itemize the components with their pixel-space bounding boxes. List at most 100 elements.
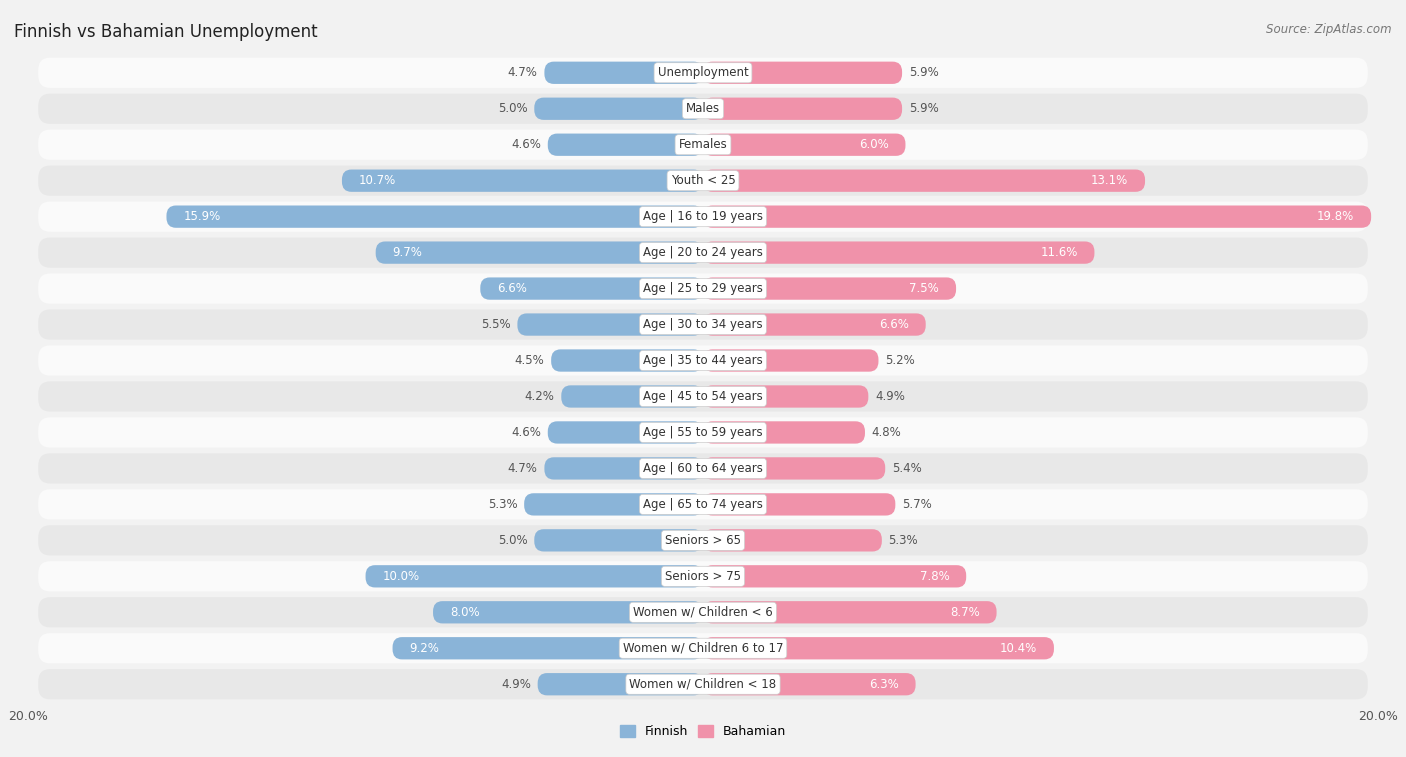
Text: 4.6%: 4.6% [512,426,541,439]
Text: 5.9%: 5.9% [908,102,939,115]
FancyBboxPatch shape [38,201,1368,232]
FancyBboxPatch shape [38,273,1368,304]
Legend: Finnish, Bahamian: Finnish, Bahamian [614,721,792,743]
FancyBboxPatch shape [703,61,903,84]
Text: Source: ZipAtlas.com: Source: ZipAtlas.com [1267,23,1392,36]
Text: 10.0%: 10.0% [382,570,419,583]
FancyBboxPatch shape [38,597,1368,628]
FancyBboxPatch shape [38,238,1368,268]
Text: 15.9%: 15.9% [183,210,221,223]
FancyBboxPatch shape [703,457,886,480]
Text: 5.0%: 5.0% [498,102,527,115]
FancyBboxPatch shape [517,313,703,335]
Text: Age | 35 to 44 years: Age | 35 to 44 years [643,354,763,367]
Text: Seniors > 75: Seniors > 75 [665,570,741,583]
Text: 5.5%: 5.5% [481,318,510,331]
FancyBboxPatch shape [703,601,997,624]
Text: 4.9%: 4.9% [875,390,905,403]
FancyBboxPatch shape [561,385,703,407]
Text: Males: Males [686,102,720,115]
FancyBboxPatch shape [38,489,1368,519]
Text: 10.7%: 10.7% [359,174,396,187]
Text: 6.6%: 6.6% [498,282,527,295]
FancyBboxPatch shape [534,529,703,552]
Text: 9.7%: 9.7% [392,246,422,259]
Text: 4.9%: 4.9% [501,678,531,690]
FancyBboxPatch shape [703,241,1094,263]
FancyBboxPatch shape [38,345,1368,375]
FancyBboxPatch shape [544,61,703,84]
FancyBboxPatch shape [38,669,1368,699]
FancyBboxPatch shape [703,133,905,156]
FancyBboxPatch shape [537,673,703,696]
Text: 19.8%: 19.8% [1317,210,1354,223]
FancyBboxPatch shape [703,565,966,587]
Text: 9.2%: 9.2% [409,642,439,655]
FancyBboxPatch shape [703,494,896,516]
FancyBboxPatch shape [38,382,1368,412]
Text: 8.0%: 8.0% [450,606,479,618]
FancyBboxPatch shape [166,205,703,228]
FancyBboxPatch shape [703,277,956,300]
FancyBboxPatch shape [703,98,903,120]
Text: 13.1%: 13.1% [1091,174,1128,187]
Text: 4.6%: 4.6% [512,139,541,151]
Text: Age | 16 to 19 years: Age | 16 to 19 years [643,210,763,223]
Text: 5.7%: 5.7% [903,498,932,511]
Text: Youth < 25: Youth < 25 [671,174,735,187]
FancyBboxPatch shape [38,310,1368,340]
FancyBboxPatch shape [703,422,865,444]
FancyBboxPatch shape [544,457,703,480]
FancyBboxPatch shape [703,170,1144,192]
Text: Seniors > 65: Seniors > 65 [665,534,741,547]
FancyBboxPatch shape [366,565,703,587]
Text: 4.5%: 4.5% [515,354,544,367]
FancyBboxPatch shape [703,205,1371,228]
FancyBboxPatch shape [703,313,925,335]
Text: 6.6%: 6.6% [879,318,908,331]
Text: Women w/ Children < 6: Women w/ Children < 6 [633,606,773,618]
Text: Age | 55 to 59 years: Age | 55 to 59 years [643,426,763,439]
Text: Age | 60 to 64 years: Age | 60 to 64 years [643,462,763,475]
FancyBboxPatch shape [342,170,703,192]
Text: Unemployment: Unemployment [658,67,748,79]
FancyBboxPatch shape [38,561,1368,591]
FancyBboxPatch shape [38,166,1368,196]
Text: Age | 65 to 74 years: Age | 65 to 74 years [643,498,763,511]
Text: 7.5%: 7.5% [910,282,939,295]
Text: Age | 20 to 24 years: Age | 20 to 24 years [643,246,763,259]
Text: 5.0%: 5.0% [498,534,527,547]
FancyBboxPatch shape [375,241,703,263]
FancyBboxPatch shape [548,133,703,156]
FancyBboxPatch shape [703,637,1054,659]
Text: 5.2%: 5.2% [886,354,915,367]
FancyBboxPatch shape [551,350,703,372]
Text: 4.7%: 4.7% [508,462,537,475]
Text: 5.3%: 5.3% [488,498,517,511]
FancyBboxPatch shape [433,601,703,624]
Text: Women w/ Children 6 to 17: Women w/ Children 6 to 17 [623,642,783,655]
FancyBboxPatch shape [703,350,879,372]
Text: 11.6%: 11.6% [1040,246,1077,259]
Text: Age | 45 to 54 years: Age | 45 to 54 years [643,390,763,403]
Text: Women w/ Children < 18: Women w/ Children < 18 [630,678,776,690]
Text: 4.2%: 4.2% [524,390,554,403]
Text: 4.8%: 4.8% [872,426,901,439]
Text: 8.7%: 8.7% [950,606,980,618]
Text: Finnish vs Bahamian Unemployment: Finnish vs Bahamian Unemployment [14,23,318,41]
FancyBboxPatch shape [38,525,1368,556]
FancyBboxPatch shape [38,633,1368,663]
FancyBboxPatch shape [38,129,1368,160]
Text: 4.7%: 4.7% [508,67,537,79]
FancyBboxPatch shape [38,417,1368,447]
Text: 6.0%: 6.0% [859,139,889,151]
FancyBboxPatch shape [392,637,703,659]
Text: 5.9%: 5.9% [908,67,939,79]
Text: Age | 25 to 29 years: Age | 25 to 29 years [643,282,763,295]
Text: Females: Females [679,139,727,151]
FancyBboxPatch shape [703,529,882,552]
Text: 7.8%: 7.8% [920,570,949,583]
Text: 10.4%: 10.4% [1000,642,1038,655]
FancyBboxPatch shape [524,494,703,516]
FancyBboxPatch shape [38,94,1368,124]
